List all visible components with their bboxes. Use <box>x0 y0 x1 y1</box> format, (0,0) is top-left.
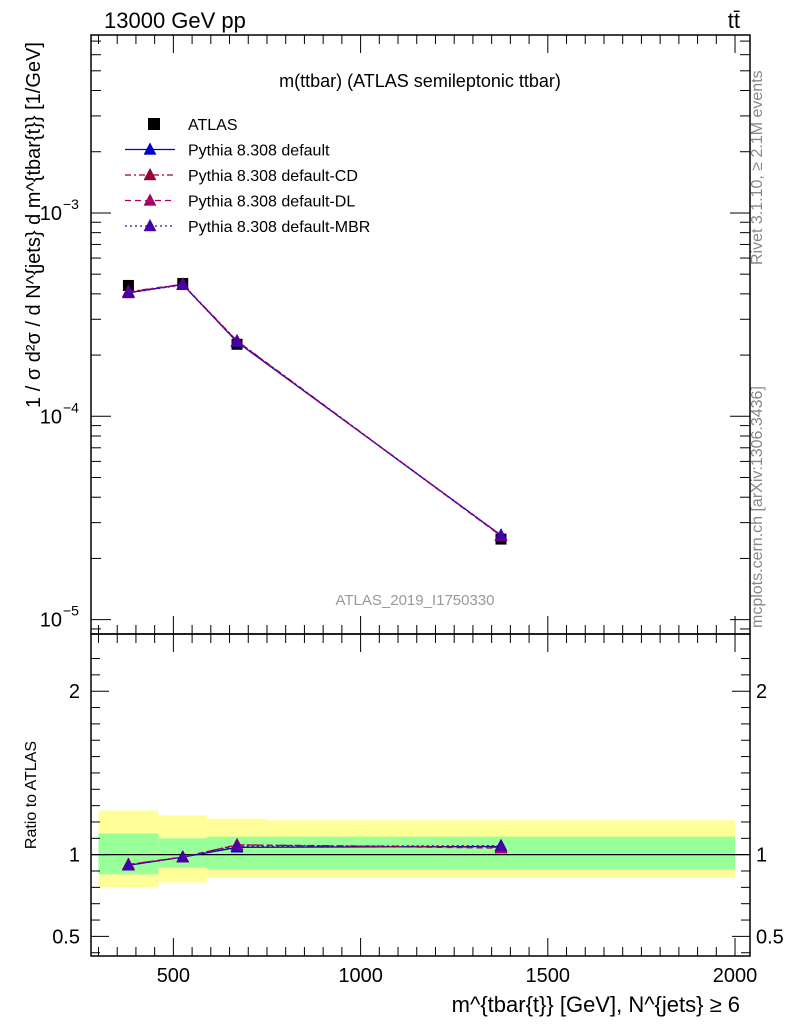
series-line-2 <box>128 283 502 537</box>
x-tick-label: 2000 <box>713 965 758 987</box>
main-y-tick-label: 10 <box>40 610 62 632</box>
legend-label-2: Pythia 8.308 default-CD <box>188 168 358 185</box>
main-y-tick-exponent: −4 <box>63 399 79 415</box>
header-left: 13000 GeV pp <box>104 8 246 33</box>
x-tick-label: 500 <box>157 965 190 987</box>
series-point-4 <box>176 277 190 291</box>
side-text-top: Rivet 3.1.10, ≥ 2.1M events <box>749 70 766 265</box>
series-line-3 <box>128 283 502 537</box>
main-y-tick-exponent: −3 <box>63 196 79 212</box>
x-tick-label: 1500 <box>526 965 571 987</box>
series-line-4 <box>128 284 502 536</box>
legend-label-1: Pythia 8.308 default <box>188 143 330 160</box>
legend-marker-1 <box>143 142 157 155</box>
legend-label-4: Pythia 8.308 default-MBR <box>188 219 370 236</box>
chart-title: m(ttbar) (ATLAS semileptonic ttbar) <box>279 71 561 91</box>
legend-marker-3 <box>143 193 157 206</box>
ratio-line-3 <box>128 844 502 866</box>
legend-label-3: Pythia 8.308 default-DL <box>188 194 355 211</box>
legend-marker-atlas <box>148 118 160 130</box>
series-point-4 <box>494 528 508 541</box>
main-y-tick-label: 10 <box>40 203 62 225</box>
ratio-y-tick-label: 2 <box>69 681 80 703</box>
x-tick-label: 1000 <box>338 965 383 987</box>
series-point-4 <box>230 334 244 347</box>
watermark: ATLAS_2019_I1750330 <box>335 592 494 609</box>
ratio-y-tick-label: 1 <box>69 845 80 867</box>
ratio-y-tick-label-right: 1 <box>756 845 767 867</box>
ratio-point-4 <box>230 839 244 852</box>
series-point-4 <box>121 285 135 299</box>
series-line-1 <box>128 283 502 536</box>
legend-label-0: ATLAS <box>188 117 238 134</box>
x-axis-label: m^{tbar{t}} [GeV], N^{jets} ≥ 6 <box>452 992 740 1017</box>
legend-marker-4 <box>143 218 157 232</box>
ratio-y-tick-label: 0.5 <box>52 926 80 948</box>
ratio-y-axis-label: Ratio to ATLAS <box>23 741 40 849</box>
y-axis-label: 1 / σ d²σ / d N^{jets} d m^{tbar{t}} [1/… <box>23 42 45 408</box>
main-y-tick-exponent: −5 <box>63 603 79 619</box>
ratio-point-4 <box>176 849 190 863</box>
side-text-bottom: mcplots.cern.ch [arXiv:1306.3436] <box>749 386 766 628</box>
ratio-y-tick-label-right: 0.5 <box>756 926 784 948</box>
ratio-point-4 <box>121 858 135 871</box>
ratio-plot-frame <box>90 633 751 957</box>
header-right: tt̄ <box>728 8 740 33</box>
legend-marker-2 <box>143 167 157 181</box>
main-y-tick-label: 10 <box>40 406 62 428</box>
ratio-y-tick-label-right: 2 <box>756 681 767 703</box>
ratio-point-4 <box>494 838 508 851</box>
